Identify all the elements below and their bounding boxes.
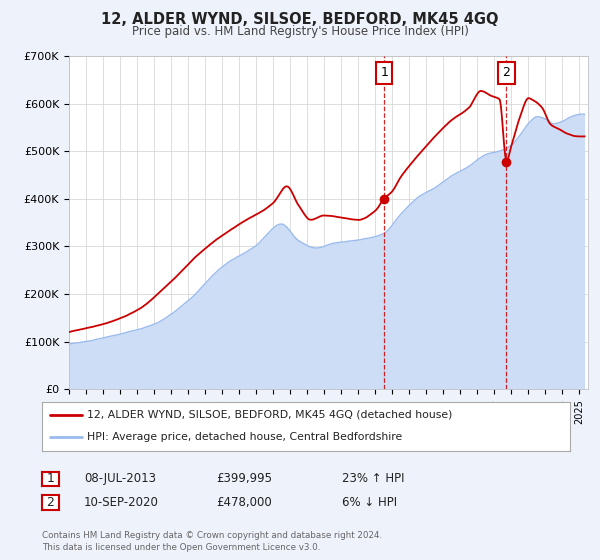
Text: This data is licensed under the Open Government Licence v3.0.: This data is licensed under the Open Gov… [42, 543, 320, 552]
Text: £399,995: £399,995 [216, 472, 272, 486]
Text: 10-SEP-2020: 10-SEP-2020 [84, 496, 159, 509]
Text: 2: 2 [503, 66, 511, 79]
Text: HPI: Average price, detached house, Central Bedfordshire: HPI: Average price, detached house, Cent… [87, 432, 402, 442]
Text: 2: 2 [46, 496, 55, 509]
Text: Price paid vs. HM Land Registry's House Price Index (HPI): Price paid vs. HM Land Registry's House … [131, 25, 469, 38]
Text: 12, ALDER WYND, SILSOE, BEDFORD, MK45 4GQ: 12, ALDER WYND, SILSOE, BEDFORD, MK45 4G… [101, 12, 499, 27]
Text: 23% ↑ HPI: 23% ↑ HPI [342, 472, 404, 486]
Text: 1: 1 [380, 66, 388, 79]
Text: 6% ↓ HPI: 6% ↓ HPI [342, 496, 397, 509]
Text: 1: 1 [46, 472, 55, 486]
Text: £478,000: £478,000 [216, 496, 272, 509]
Text: Contains HM Land Registry data © Crown copyright and database right 2024.: Contains HM Land Registry data © Crown c… [42, 531, 382, 540]
Text: 12, ALDER WYND, SILSOE, BEDFORD, MK45 4GQ (detached house): 12, ALDER WYND, SILSOE, BEDFORD, MK45 4G… [87, 410, 452, 420]
Text: 08-JUL-2013: 08-JUL-2013 [84, 472, 156, 486]
